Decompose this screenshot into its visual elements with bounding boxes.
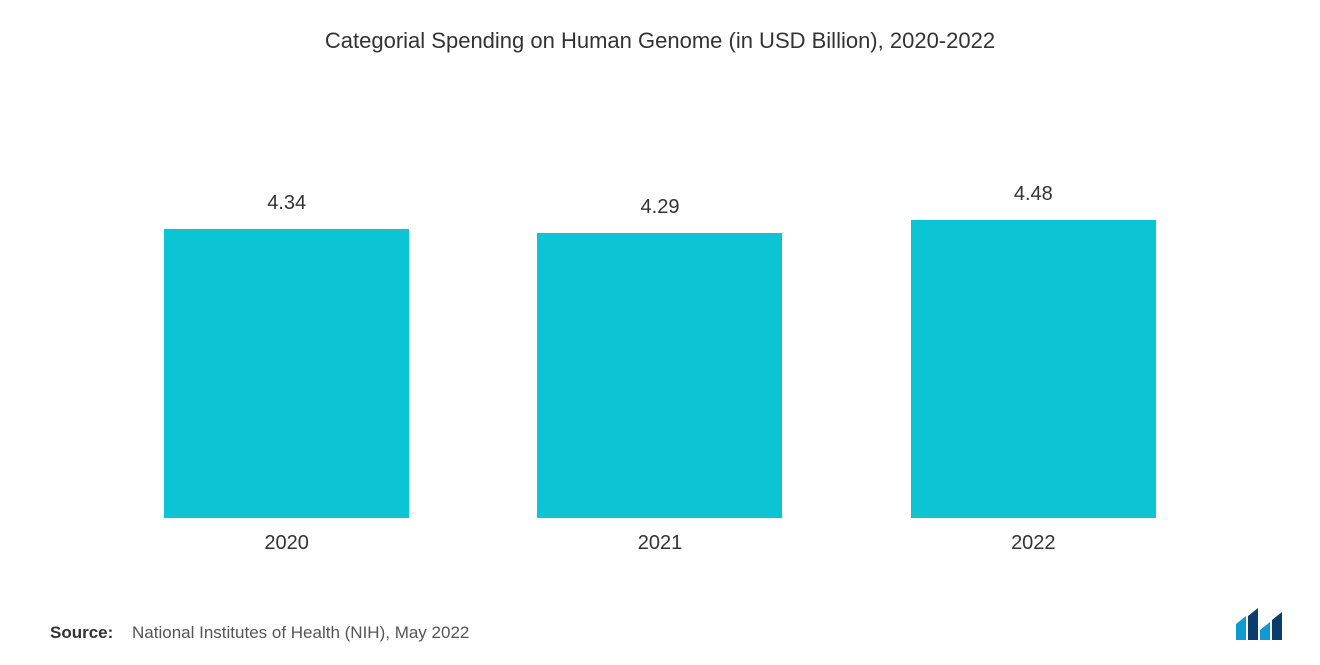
brand-logo-svg (1234, 604, 1290, 642)
bar-0 (164, 229, 409, 518)
x-label-1: 2021 (537, 532, 782, 555)
x-label-0: 2020 (164, 532, 409, 555)
logo-bar-1 (1248, 608, 1258, 640)
brand-logo-icon (1234, 604, 1290, 647)
x-axis-labels: 2020 2021 2022 (0, 518, 1320, 555)
x-label-2: 2022 (911, 532, 1156, 555)
bar-group-0: 4.34 (164, 192, 409, 518)
plot-area: 4.34 4.29 4.48 (0, 64, 1320, 518)
bar-group-2: 4.48 (911, 183, 1156, 518)
value-label-1: 4.29 (641, 196, 680, 233)
bar-2 (911, 220, 1156, 518)
logo-bar-2 (1260, 622, 1270, 640)
source-label: Source: (50, 623, 113, 642)
bar-1 (537, 233, 782, 518)
logo-bar-0 (1236, 616, 1246, 640)
chart-container: Categorial Spending on Human Genome (in … (0, 0, 1320, 665)
value-label-2: 4.48 (1014, 183, 1053, 220)
value-label-0: 4.34 (267, 192, 306, 229)
chart-title: Categorial Spending on Human Genome (in … (0, 0, 1320, 64)
source-row: Source: National Institutes of Health (N… (0, 555, 1320, 665)
logo-bar-3 (1272, 612, 1282, 640)
source-text: National Institutes of Health (NIH), May… (132, 623, 469, 642)
bar-group-1: 4.29 (537, 196, 782, 518)
